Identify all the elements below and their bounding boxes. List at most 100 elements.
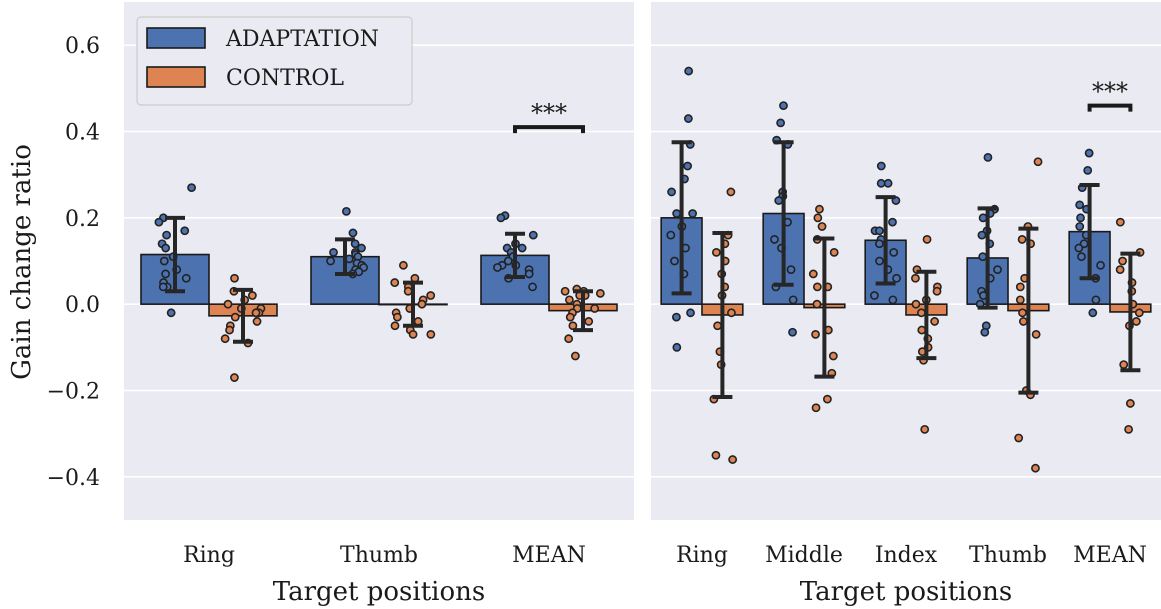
left-point-control: [590, 304, 600, 313]
left-point-adaptation: [348, 228, 358, 238]
left-x-tick-label: Ring: [183, 543, 235, 568]
left-point-adaptation: [329, 247, 338, 257]
left-point-control: [565, 295, 574, 305]
y-tick-label: −0.2: [47, 380, 100, 405]
right-point-control: [822, 394, 832, 404]
right-significance-label: ***: [1092, 78, 1128, 106]
right-point-control: [917, 325, 927, 335]
right-point-adaptation: [889, 247, 899, 257]
right-point-adaptation: [876, 178, 886, 188]
right-point-adaptation: [779, 101, 788, 110]
right-point-control: [930, 317, 940, 326]
left-point-adaptation: [524, 269, 534, 279]
left-point-control: [426, 291, 436, 300]
right-point-control: [1031, 329, 1041, 339]
right-point-adaptation: [774, 196, 784, 205]
y-tick-label: 0.0: [65, 293, 100, 318]
left-point-control: [426, 329, 436, 339]
left-point-control: [398, 260, 408, 270]
right-point-adaptation: [788, 295, 798, 305]
right-point-adaptation: [993, 265, 1002, 275]
right-point-control: [1118, 256, 1127, 266]
right-point-adaptation: [1077, 252, 1086, 262]
right-point-control: [808, 269, 818, 279]
left-point-control: [252, 317, 262, 326]
right-x-tick-label: MEAN: [1073, 543, 1147, 568]
right-point-adaptation: [875, 239, 884, 249]
left-point-control: [408, 329, 418, 339]
right-point-control: [1131, 317, 1141, 326]
left-point-adaptation: [493, 263, 502, 272]
left-point-control: [564, 334, 574, 344]
right-point-control: [1018, 308, 1027, 318]
right-point-adaptation: [1088, 308, 1098, 318]
right-point-control: [711, 247, 721, 257]
y-tick-label: 0.2: [65, 207, 100, 232]
right-point-control: [829, 247, 839, 257]
right-point-adaptation: [983, 152, 993, 162]
right-point-control: [727, 308, 736, 318]
left-point-adaptation: [162, 230, 171, 240]
left-x-axis-label: Target positions: [273, 577, 485, 607]
right-point-control: [1018, 317, 1028, 326]
left-point-adaptation: [187, 183, 196, 193]
left-point-adaptation: [341, 206, 351, 216]
left-point-control: [390, 321, 400, 331]
right-point-adaptation: [1096, 260, 1105, 270]
right-point-adaptation: [870, 291, 879, 300]
left-point-adaptation: [166, 308, 176, 318]
right-point-adaptation: [788, 327, 797, 337]
right-point-adaptation: [786, 265, 796, 275]
left-point-control: [417, 299, 427, 309]
right-point-control: [1125, 399, 1135, 408]
left-point-control: [230, 373, 239, 382]
right-point-control: [817, 222, 827, 231]
left-x-tick-label: Thumb: [340, 543, 418, 568]
right-point-control: [1015, 295, 1025, 305]
left-x-tick-label: MEAN: [512, 543, 586, 568]
right-x-axis-label: Target positions: [800, 577, 1012, 607]
left-point-adaptation: [154, 217, 164, 227]
right-point-control: [1134, 308, 1144, 318]
right-point-adaptation: [1091, 295, 1101, 305]
left-point-adaptation: [357, 243, 366, 253]
left-point-adaptation: [528, 230, 538, 240]
legend-label-control: CONTROL: [226, 66, 344, 91]
right-point-adaptation: [686, 308, 695, 318]
right-panel-marks: Ring Middle Index Thumb MEAN ***: [660, 66, 1152, 568]
right-point-adaptation: [1076, 213, 1085, 223]
right-significance-bracket: [1087, 103, 1133, 112]
left-point-adaptation: [180, 226, 190, 236]
right-point-adaptation: [1083, 165, 1093, 175]
right-point-control: [1031, 463, 1040, 473]
right-point-adaptation: [684, 66, 694, 76]
right-point-control: [713, 321, 722, 331]
right-point-control: [1014, 433, 1024, 443]
right-point-control: [1119, 360, 1129, 369]
left-point-control: [584, 317, 594, 326]
legend-label-adaptation: ADAPTATION: [225, 27, 379, 52]
right-point-adaptation: [1084, 148, 1094, 158]
right-point-control: [920, 424, 930, 434]
left-significance-label: ***: [531, 99, 567, 127]
right-point-adaptation: [672, 342, 682, 352]
y-axis-label: Gain change ratio: [7, 144, 37, 380]
right-point-adaptation: [888, 217, 897, 227]
right-point-adaptation: [770, 235, 779, 244]
left-point-control: [403, 286, 413, 296]
left-panel-marks: Ring Thumb MEAN ***: [140, 99, 618, 568]
right-point-control: [911, 273, 920, 283]
right-point-adaptation: [1075, 222, 1085, 231]
left-point-adaptation: [528, 282, 537, 292]
right-point-adaptation: [875, 226, 884, 236]
right-point-control: [812, 299, 822, 309]
left-point-adaptation: [158, 282, 168, 292]
left-point-adaptation: [350, 239, 360, 249]
right-point-control: [922, 235, 932, 244]
left-significance-bracket: [513, 125, 585, 134]
right-x-tick-label: Middle: [765, 543, 843, 568]
right-x-tick-label: Thumb: [969, 543, 1047, 568]
right-point-adaptation: [978, 213, 988, 223]
right-point-adaptation: [977, 230, 987, 240]
left-point-adaptation: [159, 256, 169, 266]
